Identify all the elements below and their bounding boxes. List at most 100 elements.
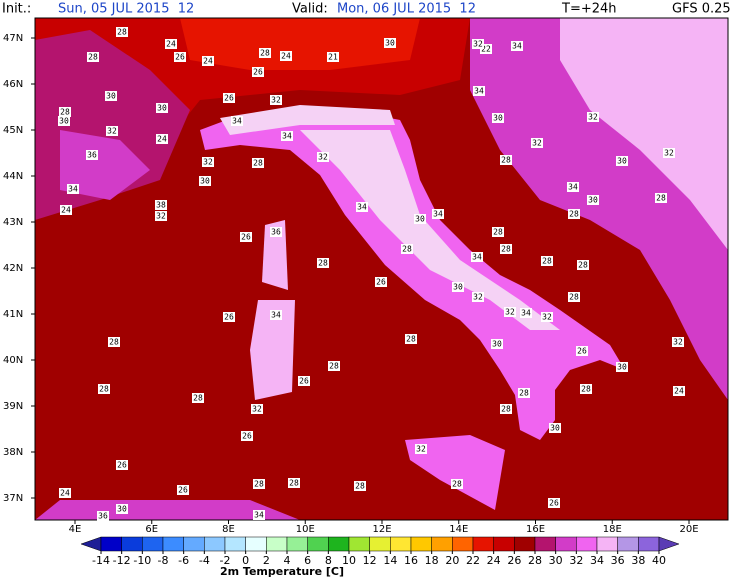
colorbar-high-end: [658, 536, 680, 552]
temperature-label: 34: [521, 309, 531, 318]
lat-label: 46N: [3, 79, 23, 90]
colorbar-tick-label: 4: [284, 554, 291, 567]
temperature-label: 28: [329, 362, 339, 371]
colorbar-tick-label: 26: [507, 554, 521, 567]
lon-label: 6E: [145, 524, 158, 535]
lat-label: 47N: [3, 33, 23, 44]
temperature-label: 26: [376, 278, 386, 287]
colorbar-tick-label: 40: [652, 554, 666, 567]
temperature-label: 28: [60, 108, 70, 117]
italy: [200, 110, 625, 440]
colorbar-tick-label: -12: [113, 554, 131, 567]
temperature-label-box: [259, 48, 271, 58]
temperature-label-box: [251, 404, 263, 414]
temperature-label: 28: [254, 480, 264, 489]
colorbar-segment: [204, 536, 226, 552]
colorbar-segment: [266, 536, 288, 552]
balkans-inner: [560, 18, 728, 250]
colorbar-tick-label: 22: [466, 554, 480, 567]
colorbar-segment: [328, 536, 350, 552]
temperature-label: 28: [117, 28, 127, 37]
colorbar-tick-label: -10: [133, 554, 151, 567]
temperature-label: 30: [59, 117, 69, 126]
temperature-label-box: [298, 376, 310, 386]
temperature-label-box: [252, 158, 264, 168]
temperature-label: 30: [617, 363, 627, 372]
temperature-label-box: [98, 384, 110, 394]
forecast-hour: T=+24h: [561, 2, 617, 17]
sicily: [405, 435, 505, 510]
temperature-label-box: [472, 39, 484, 49]
temperature-label-box: [59, 107, 71, 117]
temperature-label: 32: [107, 127, 117, 136]
temperature-label: 36: [87, 151, 97, 160]
temperature-label-box: [67, 184, 79, 194]
temperature-label: 30: [453, 283, 463, 292]
temperature-label: 32: [588, 113, 598, 122]
temperature-label: 22: [481, 45, 491, 54]
temperature-label-box: [253, 479, 265, 489]
temperature-label: 34: [282, 132, 292, 141]
temperature-label: 28: [581, 385, 591, 394]
temperature-label-box: [491, 339, 503, 349]
colorbar-tick-label: -6: [178, 554, 189, 567]
temperature-label: 24: [60, 489, 70, 498]
temperature-label: 26: [178, 486, 188, 495]
temperature-label: 32: [505, 308, 515, 317]
temperature-label-box: [472, 292, 484, 302]
colorbar-tick-label: 24: [487, 554, 501, 567]
colorbar-segment: [452, 536, 474, 552]
colorbar-tick-label: -8: [158, 554, 169, 567]
colorbar-tick-label: 38: [631, 554, 645, 567]
temperature-label: 34: [357, 203, 367, 212]
colorbar-tick-label: 28: [528, 554, 542, 567]
temperature-label-box: [155, 200, 167, 210]
colorbar-segment: [555, 536, 577, 552]
temperature-label-box: [60, 205, 72, 215]
temperature-label: 32: [664, 149, 674, 158]
temperature-label: 30: [493, 114, 503, 123]
temperature-label: 28: [88, 53, 98, 62]
temperature-label-box: [58, 116, 70, 126]
temperature-label-box: [663, 148, 675, 158]
temperature-label-box: [511, 41, 523, 51]
temperature-label-box: [548, 498, 560, 508]
temperature-label-box: [577, 260, 589, 270]
temperature-label: 28: [501, 156, 511, 165]
temperature-label-box: [87, 52, 99, 62]
colorbar-segment: [307, 536, 329, 552]
temperature-label: 28: [569, 293, 579, 302]
temperature-label: 26: [242, 432, 252, 441]
temperature-label: 34: [232, 117, 242, 126]
temperature-label-box: [541, 256, 553, 266]
temperature-label-box: [165, 39, 177, 49]
lon-label: 18E: [603, 524, 622, 535]
temperature-label-box: [192, 393, 204, 403]
temperature-label-box: [531, 138, 543, 148]
temperature-label-box: [616, 156, 628, 166]
temperature-label: 38: [156, 201, 166, 210]
temperature-label: 28: [501, 245, 511, 254]
lat-label: 39N: [3, 401, 23, 412]
temperature-label-box: [375, 277, 387, 287]
lon-label: 14E: [449, 524, 468, 535]
colorbar-tick-label: 30: [549, 554, 563, 567]
corsica: [262, 220, 288, 290]
temperature-label: 32: [673, 338, 683, 347]
temperature-label-box: [116, 27, 128, 37]
temperature-label-box: [253, 510, 265, 520]
temperature-label-box: [480, 44, 492, 54]
temperature-label: 36: [98, 512, 108, 521]
temperature-label-box: [270, 95, 282, 105]
temperature-label-box: [580, 384, 592, 394]
temperature-label-box: [504, 307, 516, 317]
colorbar-tick-label: 16: [404, 554, 418, 567]
temperature-label: 34: [254, 511, 264, 520]
temperature-label-box: [567, 182, 579, 192]
lat-label: 42N: [3, 263, 23, 274]
colorbar-tick-label: 0: [242, 554, 249, 567]
temperature-label-box: [174, 52, 186, 62]
temperature-label-box: [240, 232, 252, 242]
temperature-label-box: [587, 112, 599, 122]
temperature-label-box: [473, 86, 485, 96]
